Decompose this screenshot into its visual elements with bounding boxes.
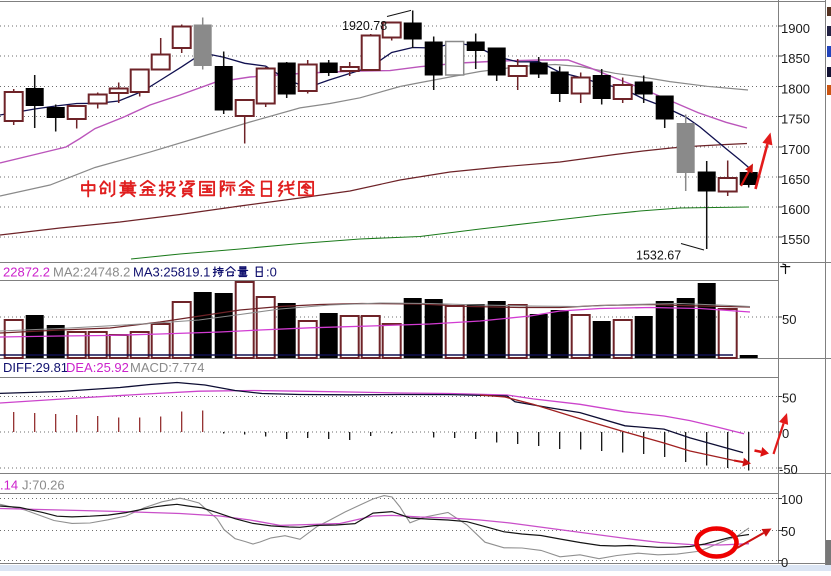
svg-text:1700: 1700 [781, 142, 810, 157]
svg-text:MA2:24748.2: MA2:24748.2 [53, 265, 130, 280]
svg-text:-50: -50 [779, 462, 798, 477]
svg-text:1920.78: 1920.78 [342, 19, 387, 33]
svg-text:1750: 1750 [781, 112, 810, 127]
svg-text:1600: 1600 [781, 202, 810, 217]
svg-text:0: 0 [782, 426, 789, 441]
svg-text:0: 0 [781, 555, 788, 570]
svg-text:J:70.26: J:70.26 [22, 478, 65, 493]
svg-text:22872.2: 22872.2 [3, 265, 50, 280]
svg-text:50: 50 [782, 391, 796, 406]
svg-text:1900: 1900 [781, 21, 810, 36]
svg-text:1800: 1800 [781, 82, 810, 97]
svg-text:50: 50 [781, 524, 795, 539]
svg-text:MA3:25819.1: MA3:25819.1 [133, 265, 210, 280]
svg-text:100: 100 [781, 492, 803, 507]
svg-text:DEA:25.92: DEA:25.92 [66, 360, 129, 375]
svg-text:.14: .14 [0, 478, 18, 493]
svg-text:50: 50 [782, 312, 796, 327]
svg-text::0: :0 [266, 265, 277, 280]
svg-text:1550: 1550 [781, 232, 810, 247]
svg-text:DIFF:29.81: DIFF:29.81 [3, 360, 68, 375]
svg-text:1532.67: 1532.67 [636, 249, 681, 263]
svg-text:MACD:7.774: MACD:7.774 [130, 360, 204, 375]
svg-text:1850: 1850 [781, 51, 810, 66]
svg-text:1650: 1650 [781, 172, 810, 187]
